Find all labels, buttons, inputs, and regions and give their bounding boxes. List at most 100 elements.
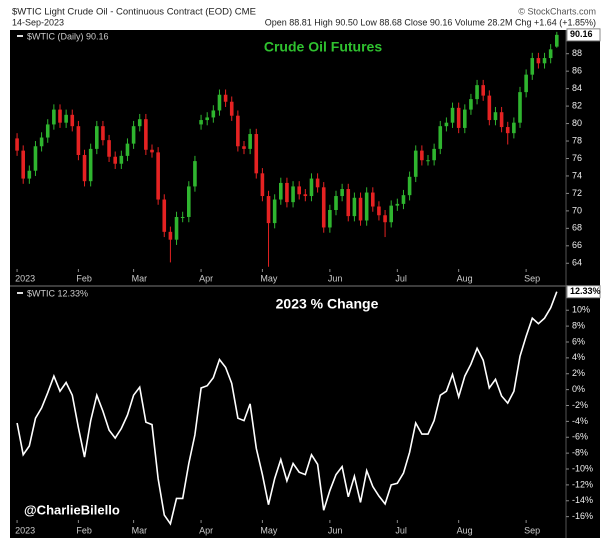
x-tick-label: May: [260, 273, 278, 283]
candle-body: [346, 189, 351, 217]
x-tick-label: Jun: [328, 273, 343, 283]
y-tick-label: 74: [572, 170, 582, 180]
candle-body: [187, 186, 191, 217]
candle-body: [383, 215, 387, 223]
candle-body: [211, 110, 216, 118]
candle-body: [223, 94, 228, 102]
y-tick-label: 86: [572, 66, 582, 76]
legend-swatch: [17, 292, 23, 294]
y-tick-label: 8%: [572, 320, 585, 330]
candle-body: [229, 101, 234, 116]
candle-body: [162, 199, 167, 232]
candle-body: [420, 150, 424, 161]
legend-entry: $WTIC (Daily) 90.16: [27, 31, 109, 41]
candle-body: [499, 112, 504, 128]
y-tick-label: 10%: [572, 305, 590, 315]
header-source: © StockCharts.com: [518, 6, 596, 16]
candle-body: [199, 120, 203, 125]
candle-body: [487, 95, 492, 121]
x-tick-label: Sep: [524, 525, 540, 535]
y-tick-label: 2%: [572, 368, 585, 378]
line-series: [16, 291, 558, 526]
x-tick-label: May: [260, 525, 278, 535]
last-value-box: [566, 285, 601, 299]
x-tick-label: 2023: [15, 525, 35, 535]
candle-body: [413, 150, 418, 177]
candle-body: [364, 192, 369, 221]
y-tick-label: 76: [572, 153, 582, 163]
candle-body: [193, 161, 197, 187]
candle-body: [260, 173, 265, 197]
candle-body: [432, 148, 436, 161]
candle-body: [144, 119, 148, 150]
header-quote: Open 88.81 High 90.50 Low 88.68 Close 90…: [265, 17, 596, 27]
y-tick-label: -16%: [572, 511, 593, 521]
candle-body: [119, 155, 124, 164]
x-tick-label: 2023: [15, 273, 35, 283]
y-tick-label: 88: [572, 48, 582, 58]
candle-body: [279, 182, 283, 200]
candle-body: [95, 126, 99, 149]
candle-body: [291, 186, 295, 203]
x-tick-label: Apr: [199, 525, 213, 535]
x-tick-label: Mar: [132, 525, 148, 535]
last-value-box: [566, 28, 601, 42]
candle-body: [180, 216, 185, 218]
candle-body: [217, 94, 222, 111]
y-tick-label: 72: [572, 188, 582, 198]
y-tick-label: 82: [572, 100, 582, 110]
legend-entry: $WTIC 12.33%: [27, 288, 88, 298]
x-tick-label: Sep: [524, 273, 540, 283]
candle-body: [168, 231, 173, 240]
candle-body: [266, 196, 271, 224]
x-tick-label: Feb: [76, 525, 92, 535]
candle-body: [70, 114, 75, 127]
candle-body: [512, 122, 516, 134]
candle-body: [371, 192, 375, 207]
candle-body: [530, 58, 535, 75]
candle-body: [475, 85, 479, 100]
candle-body: [493, 112, 498, 121]
candle-body: [150, 149, 154, 153]
candle-body: [76, 126, 81, 155]
chart-title: 2023 % Change: [276, 296, 379, 312]
candle-body: [352, 197, 357, 217]
candle-body: [156, 152, 160, 200]
candle-body: [542, 58, 547, 64]
candle-body: [248, 134, 252, 149]
candle-body: [236, 115, 240, 147]
y-tick-label: 68: [572, 223, 582, 233]
candle-body: [328, 210, 332, 228]
y-tick-label: -12%: [572, 479, 593, 489]
y-tick-label: 6%: [572, 336, 585, 346]
y-tick-label: -14%: [572, 495, 593, 505]
candle-body: [58, 109, 62, 123]
candle-body: [505, 127, 510, 134]
chart-title: Crude Oil Futures: [264, 39, 382, 55]
y-tick-label: -4%: [572, 416, 588, 426]
y-tick-label: 0%: [572, 384, 585, 394]
y-tick-label: 66: [572, 240, 582, 250]
candle-body: [548, 49, 553, 59]
candle-body: [52, 109, 56, 125]
candle-body: [45, 124, 50, 138]
last-value-label: 90.16: [570, 29, 593, 39]
y-tick-label: 80: [572, 118, 582, 128]
candle-body: [64, 114, 68, 123]
x-tick-label: Jul: [395, 525, 407, 535]
candle-body: [205, 117, 209, 121]
candle-body: [113, 156, 117, 164]
y-tick-label: 64: [572, 258, 582, 268]
candle-body: [174, 216, 179, 240]
candle-body: [450, 107, 455, 123]
x-tick-label: Feb: [76, 273, 92, 283]
candle-body: [242, 146, 246, 149]
candle-body: [518, 92, 522, 123]
candle-body: [309, 178, 314, 197]
candle-body: [481, 85, 485, 96]
x-tick-label: Mar: [132, 273, 148, 283]
candle-body: [555, 34, 559, 47]
candle-body: [101, 126, 105, 141]
x-tick-label: Aug: [457, 525, 473, 535]
